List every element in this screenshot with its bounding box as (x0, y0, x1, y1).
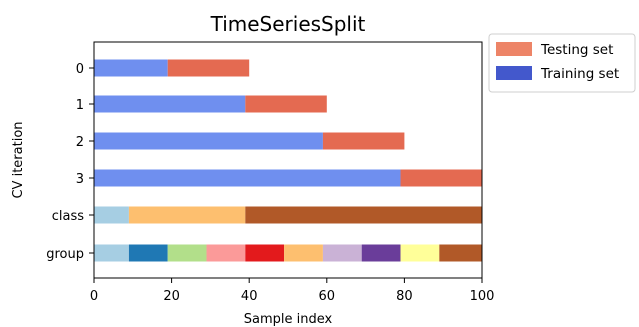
y-tick-label: group (46, 247, 84, 262)
cv-iteration-2-training-bar (94, 132, 323, 150)
y-tick-label: 1 (76, 98, 84, 113)
cv-iteration-2-testing-bar (322, 132, 405, 150)
cv-iteration-1-testing-bar (245, 95, 327, 113)
group-row-bars (94, 244, 482, 262)
group-row-segment-3-bar (206, 244, 246, 262)
y-tick-label: 2 (76, 135, 84, 150)
class-row-segment-2-bar (245, 206, 482, 224)
cv-iteration-3-training-bar (94, 169, 401, 187)
x-tick-label: 80 (396, 289, 413, 304)
plot-frame (93, 41, 483, 279)
legend-swatch-testing (496, 42, 532, 56)
x-tick-label: 100 (470, 289, 495, 304)
y-tick-label: 3 (76, 172, 84, 187)
x-axis: 0 20 40 60 80 100 (90, 278, 495, 304)
y-tick-label: class (52, 209, 84, 224)
group-row-segment-2-bar (167, 244, 207, 262)
group-row-segment-9-bar (439, 244, 482, 262)
group-row-segment-0-bar (94, 244, 129, 262)
chart-title: TimeSeriesSplit (210, 12, 366, 36)
cv-iteration-0-training-bar (94, 59, 168, 77)
legend-label-training: Training set (540, 66, 619, 82)
cv-iteration-1-bars (94, 95, 327, 113)
bars-layer (94, 59, 482, 262)
cv-iteration-1-training-bar (94, 95, 246, 113)
legend: Testing set Training set (488, 33, 636, 93)
group-row-segment-7-bar (361, 244, 401, 262)
cv-iteration-2-bars (94, 132, 405, 150)
class-row-segment-1-bar (128, 206, 246, 224)
group-row-segment-5-bar (284, 244, 323, 262)
y-axis: 0 1 2 3 class group (46, 62, 94, 262)
group-row-segment-1-bar (128, 244, 168, 262)
class-row-bars (94, 206, 482, 224)
cv-iteration-0-testing-bar (167, 59, 250, 77)
cv-iteration-0-bars (94, 59, 250, 77)
legend-label-testing: Testing set (540, 42, 613, 58)
cv-iteration-3-bars (94, 169, 482, 187)
x-tick-label: 60 (319, 289, 336, 304)
group-row-segment-8-bar (400, 244, 440, 262)
x-tick-label: 0 (90, 289, 98, 304)
x-tick-label: 20 (163, 289, 180, 304)
y-tick-label: 0 (76, 62, 84, 77)
cv-iteration-3-testing-bar (400, 169, 482, 187)
x-tick-label: 40 (241, 289, 258, 304)
legend-swatch-training (496, 66, 532, 80)
group-row-segment-6-bar (322, 244, 362, 262)
class-row-segment-0-bar (94, 206, 129, 224)
x-axis-label: Sample index (244, 312, 333, 327)
y-axis-label: CV iteration (11, 121, 26, 198)
group-row-segment-4-bar (245, 244, 285, 262)
